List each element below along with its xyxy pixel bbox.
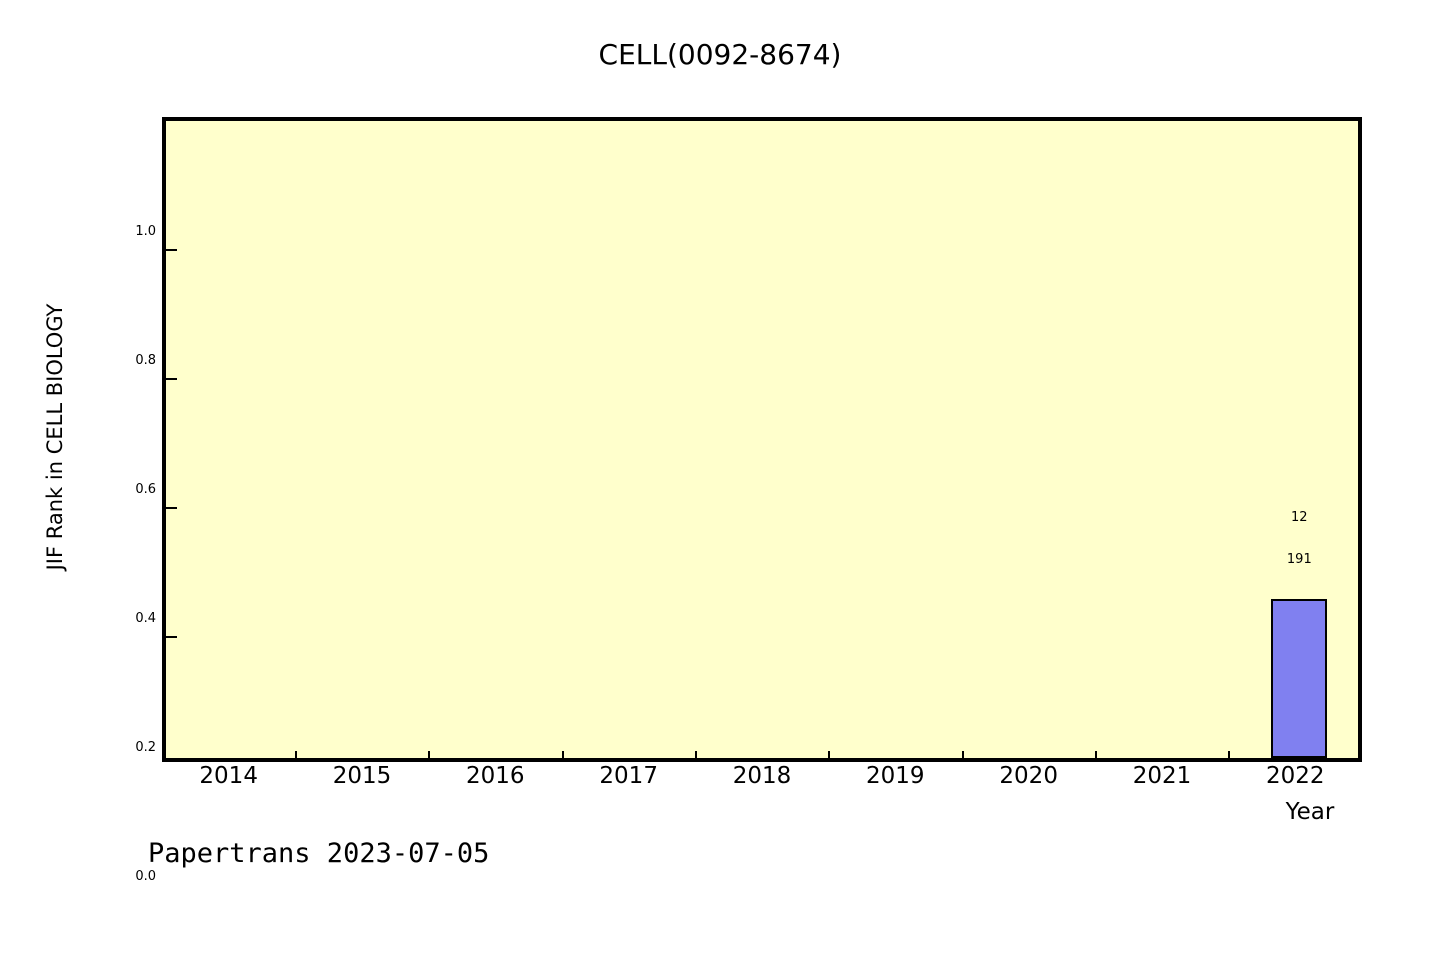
x-tick-mark-2: [428, 751, 430, 762]
y-tick-label-2: 0.4: [135, 611, 156, 626]
bar-group-2019[interactable]: [833, 121, 966, 758]
bar-group-2021[interactable]: [1099, 121, 1232, 758]
x-axis-title: Year: [1285, 799, 1335, 825]
bar-group-2020[interactable]: [966, 121, 1099, 758]
x-tick-mark-8: [1228, 751, 1230, 762]
y-axis-title: JIF Rank in CELL BIOLOGY: [43, 303, 67, 571]
x-tick-label-2021: 2021: [1132, 763, 1192, 789]
bar-total-value: 191: [1286, 551, 1312, 567]
bar-group-2022[interactable]: 12 191: [1233, 121, 1366, 758]
x-axis-tick-labels: 2014 2015 2016 2017 2018 2019 2020 2021 …: [162, 763, 1362, 795]
x-tick-label-2014: 2014: [199, 763, 258, 789]
footer-note: Papertrans 2023-07-05: [148, 838, 490, 869]
x-tick-label-2015: 2015: [332, 763, 392, 789]
y-axis-tick-labels: 0.0 0.2 0.4 0.6 0.8 1.0: [100, 117, 156, 884]
bar-group-2018[interactable]: [699, 121, 832, 758]
y-tick-mark-0.8: [166, 249, 177, 251]
y-tick-label-4: 0.8: [135, 353, 156, 368]
y-tick-mark-0.6: [166, 378, 177, 380]
bar-group-2015[interactable]: [299, 121, 432, 758]
y-tick-label-0: 0.0: [135, 869, 156, 884]
plot-area: 12 191: [162, 117, 1362, 762]
x-tick-label-2020: 2020: [999, 763, 1058, 789]
x-tick-mark-1: [295, 751, 297, 762]
chart-title: CELL(0092-8674): [598, 38, 842, 71]
y-tick-mark-0.4: [166, 507, 177, 509]
y-tick-label-3: 0.6: [135, 482, 156, 497]
bar-2022[interactable]: [1271, 598, 1328, 758]
x-tick-label-2017: 2017: [599, 763, 658, 789]
bars-layer: 12 191: [166, 121, 1358, 758]
x-tick-mark-5: [828, 751, 830, 762]
bar-group-2014[interactable]: [166, 121, 299, 758]
y-tick-label-1: 0.2: [135, 740, 156, 755]
bar-group-2016[interactable]: [433, 121, 566, 758]
bar-group-2017[interactable]: [566, 121, 699, 758]
y-tick-mark-0.2: [166, 636, 177, 638]
y-tick-label-5: 1.0: [135, 224, 156, 239]
x-tick-mark-3: [562, 751, 564, 762]
x-tick-label-2022: 2022: [1266, 763, 1325, 789]
x-tick-label-2018: 2018: [732, 763, 792, 789]
x-tick-label-2016: 2016: [466, 763, 525, 789]
bar-rank-value: 12: [1291, 509, 1308, 525]
x-tick-mark-7: [1095, 751, 1097, 762]
x-axis-tick-marks: [162, 751, 1362, 774]
x-tick-mark-6: [962, 751, 964, 762]
bar-label-2022: 12 191: [1279, 483, 1320, 595]
x-tick-mark-4: [695, 751, 697, 762]
x-tick-label-2019: 2019: [866, 763, 925, 789]
